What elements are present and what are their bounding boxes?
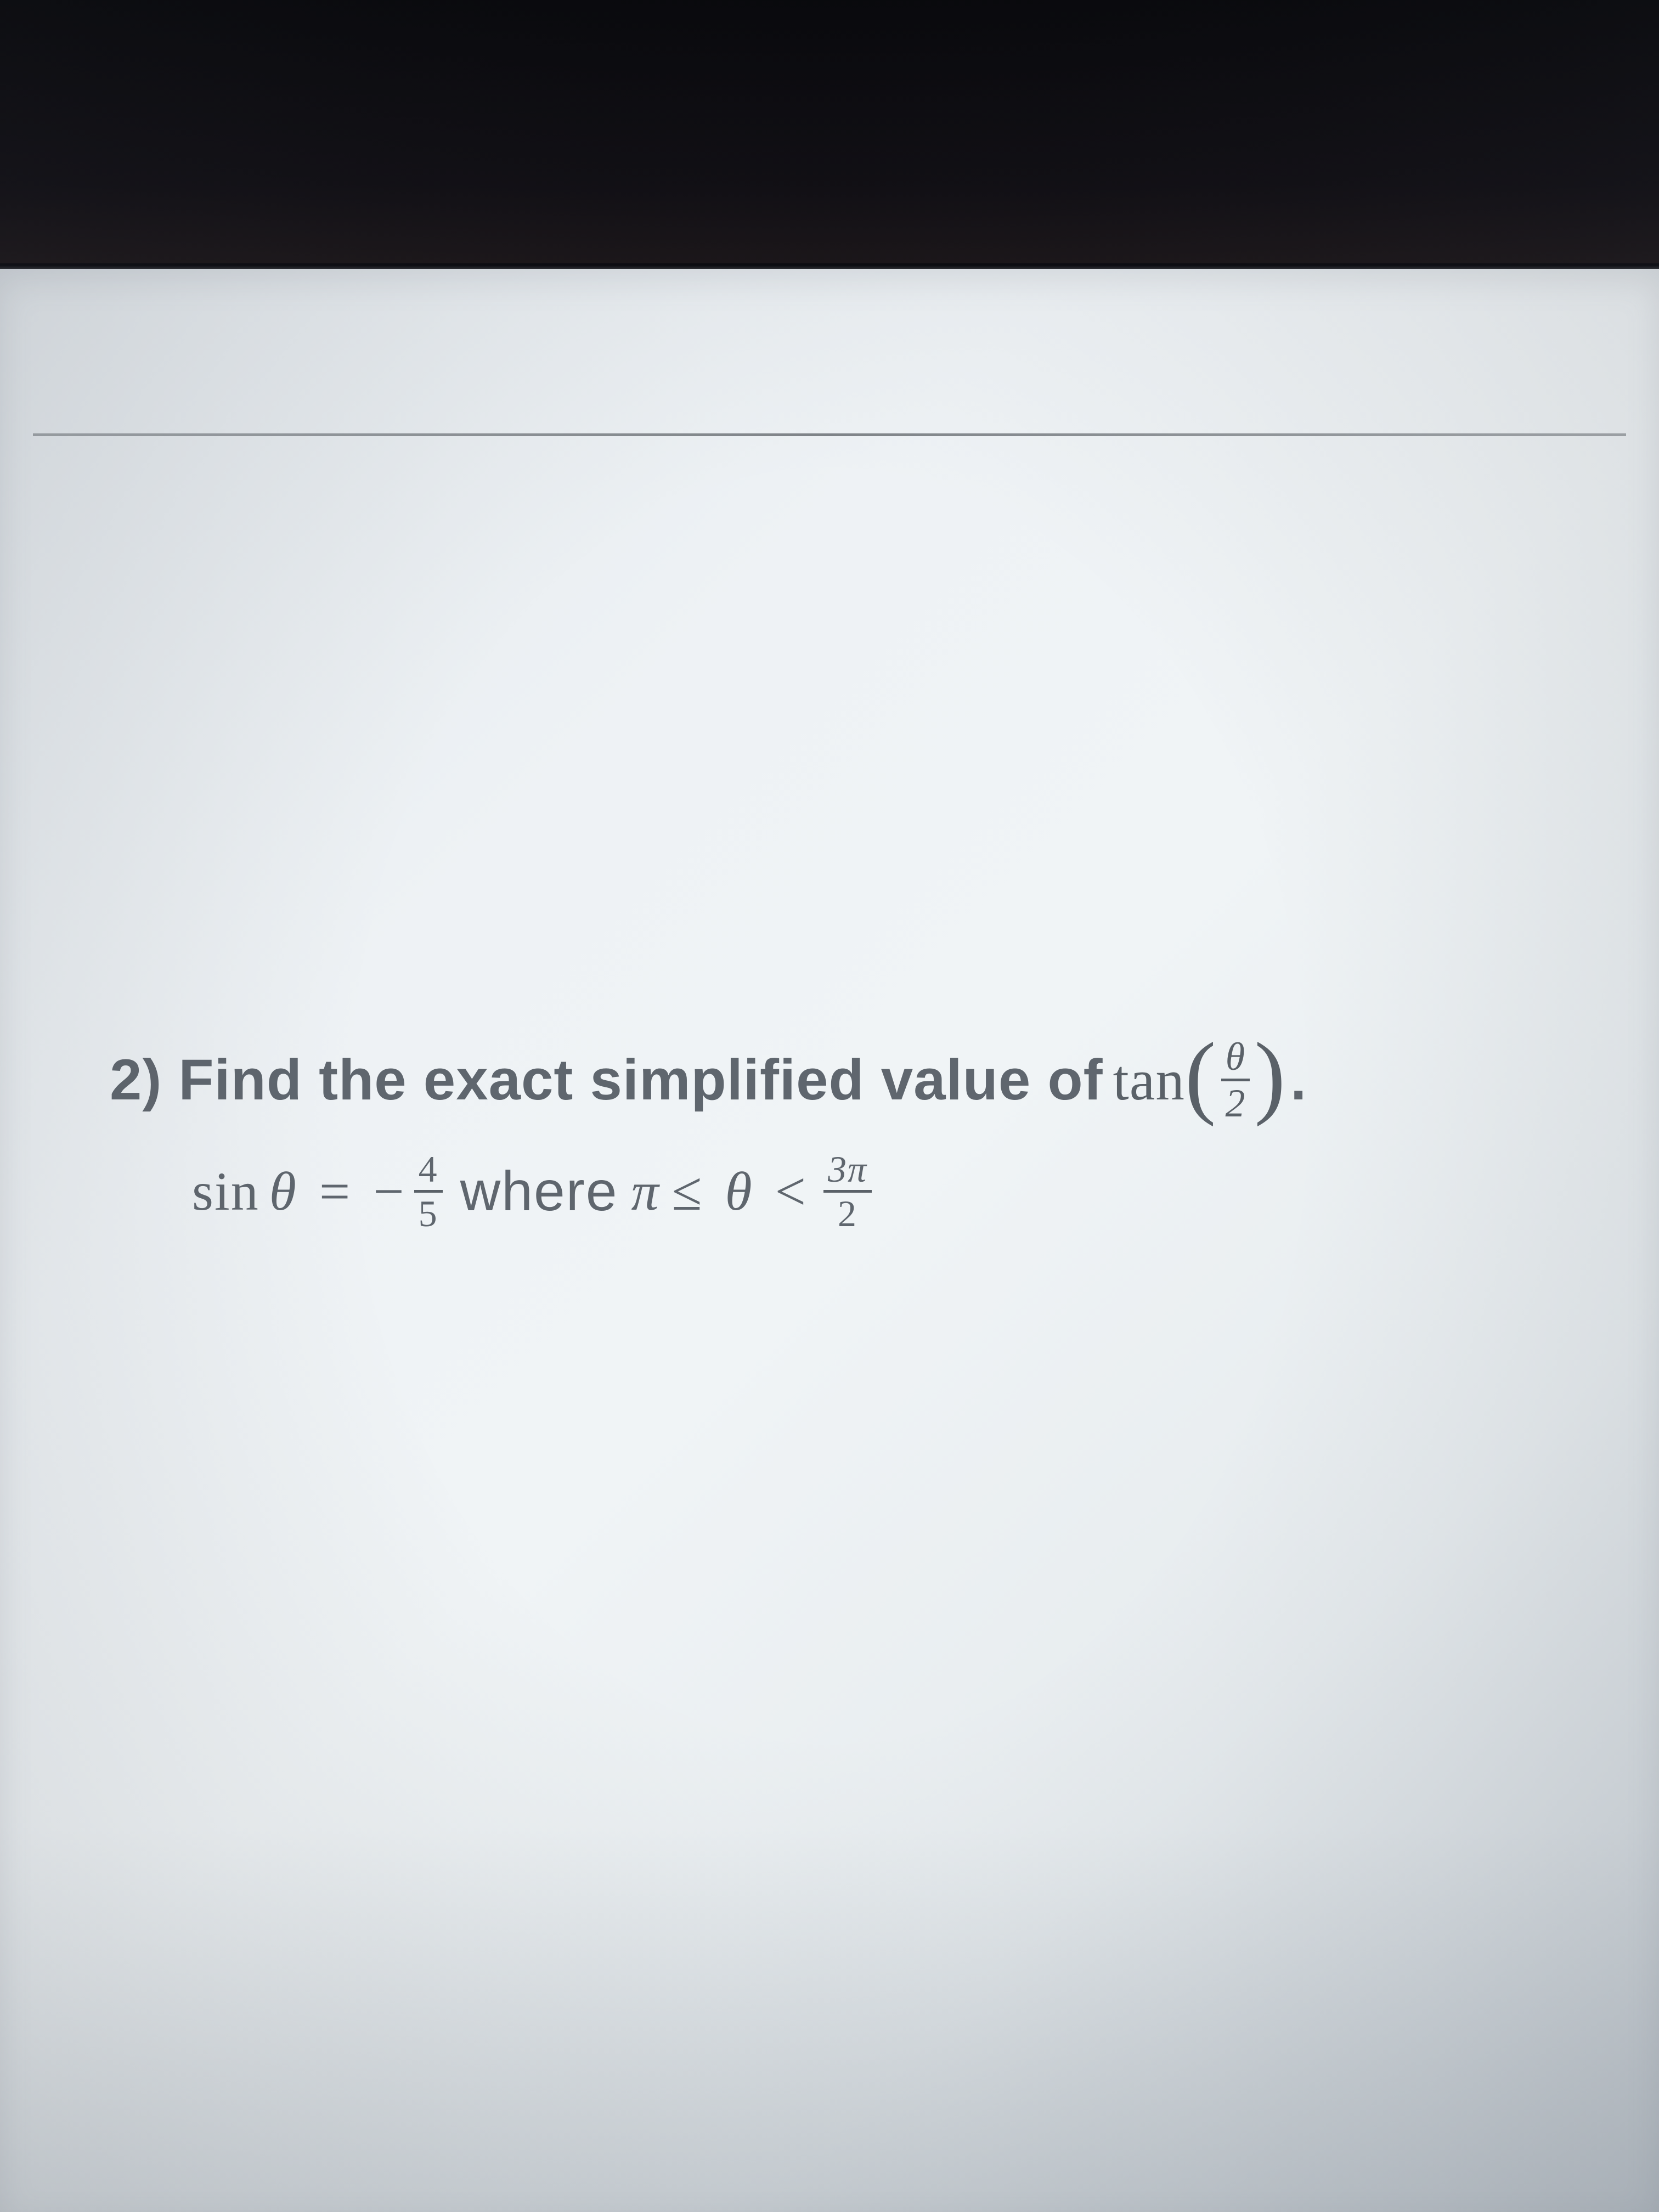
screen-surface — [0, 269, 1659, 2212]
theta-var-1: θ — [269, 1160, 297, 1223]
period: . — [1290, 1040, 1307, 1120]
theta-var-2: θ — [725, 1160, 753, 1223]
where-label: where — [460, 1159, 618, 1223]
frac1-num: 4 — [414, 1150, 443, 1193]
pi-symbol: π — [631, 1160, 659, 1223]
horizontal-divider — [33, 433, 1626, 436]
minus-sign: − — [373, 1160, 405, 1223]
left-paren: ( — [1185, 1043, 1217, 1108]
dark-top-region — [0, 0, 1659, 263]
tan-argument: ( θ 2 ) — [1185, 1037, 1286, 1123]
frac1-den: 5 — [414, 1193, 443, 1232]
theta-over-2: θ 2 — [1221, 1037, 1250, 1123]
lt-sign: < — [775, 1160, 807, 1223]
three-pi-over-2: 3π 2 — [823, 1150, 872, 1232]
frac-den: 2 — [1221, 1081, 1250, 1123]
condition-statement: sin θ = − 4 5 where π ≤ θ < 3π 2 — [192, 1150, 1571, 1232]
right-paren: ) — [1254, 1043, 1286, 1108]
problem-text: Find the exact simplified value of — [178, 1040, 1103, 1120]
problem-content: 2) Find the exact simplified value of ta… — [110, 1037, 1571, 1232]
frac-num: θ — [1221, 1037, 1250, 1081]
problem-statement: 2) Find the exact simplified value of ta… — [110, 1037, 1571, 1123]
leq-sign: ≤ — [672, 1160, 703, 1223]
frac2-num: 3π — [823, 1150, 872, 1193]
tan-func: tan — [1113, 1040, 1185, 1120]
equals-sign: = — [319, 1160, 351, 1223]
problem-number: 2) — [110, 1040, 162, 1120]
sin-label: sin — [192, 1160, 259, 1223]
four-fifths: 4 5 — [414, 1150, 443, 1232]
tan-expression: tan ( θ 2 ) — [1113, 1037, 1286, 1123]
frac2-den: 2 — [833, 1193, 862, 1232]
